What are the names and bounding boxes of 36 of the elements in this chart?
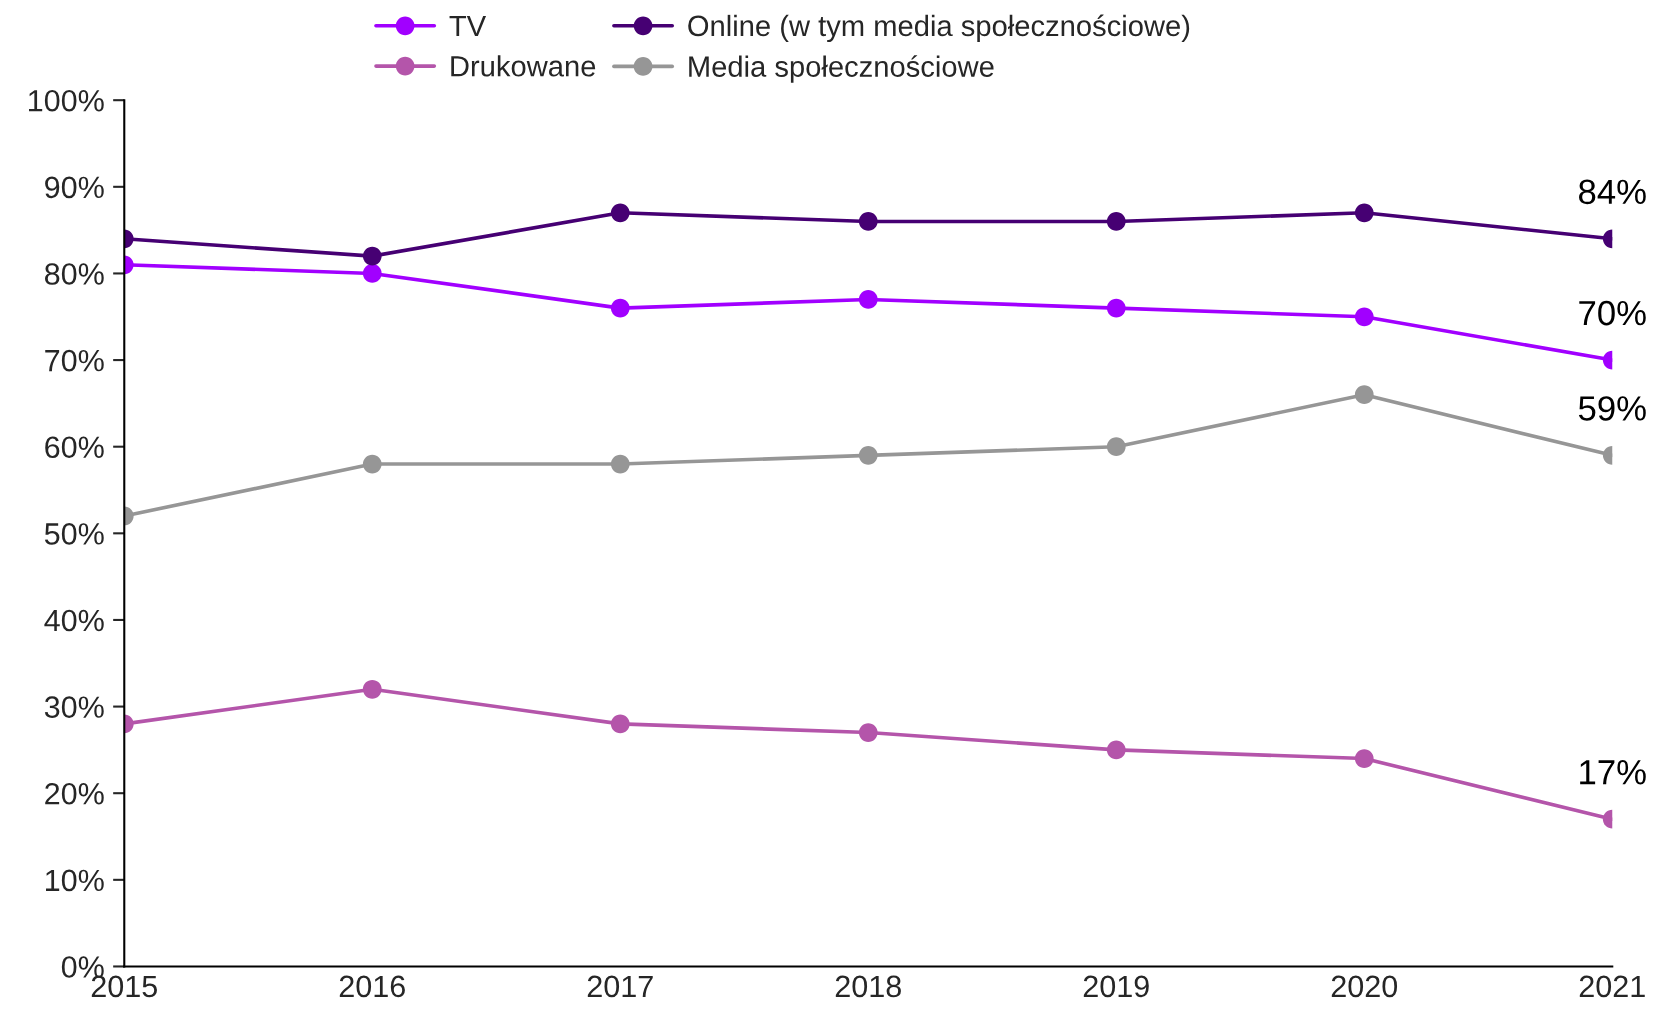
legend-label: Media społecznościowe xyxy=(689,55,994,83)
x-tick-label: 2018 xyxy=(835,975,901,998)
y-tick-label: 50% xyxy=(44,523,104,545)
y-tick-label: 20% xyxy=(45,782,104,805)
x-tick-label: 2016 xyxy=(339,975,405,998)
point xyxy=(1106,740,1126,760)
legend-label: TV xyxy=(449,15,487,36)
point xyxy=(858,723,878,742)
y-tick-label: 80% xyxy=(45,263,104,285)
point xyxy=(858,445,878,465)
legend-label: Online (w tym media społecznościowe) xyxy=(688,14,1190,43)
point xyxy=(1106,212,1126,231)
x-tick-label: 2017 xyxy=(587,975,653,998)
point xyxy=(610,298,630,318)
x-tick-label: 2019 xyxy=(1083,975,1149,998)
x-tick-label: 2020 xyxy=(1331,975,1398,998)
point xyxy=(1106,298,1126,318)
y-tick-label: 10% xyxy=(46,869,104,892)
y-tick-label: 90% xyxy=(45,176,104,199)
point xyxy=(858,212,878,231)
y-tick-label: 100% xyxy=(29,89,104,112)
y-tick-label: 70% xyxy=(45,349,104,372)
point xyxy=(858,290,878,309)
data-label: 17% xyxy=(1580,760,1646,785)
data-label: 70% xyxy=(1579,300,1646,326)
y-tick-label: 60% xyxy=(45,436,104,459)
point xyxy=(610,454,630,474)
legend-label: Drukowane xyxy=(451,55,596,77)
x-tick-label: 2021 xyxy=(1579,975,1645,998)
y-tick-label: 40% xyxy=(44,609,104,632)
y-tick-label: 30% xyxy=(44,696,104,718)
point xyxy=(610,714,630,734)
data-label: 59% xyxy=(1578,396,1646,421)
data-label: 84% xyxy=(1579,179,1646,205)
point xyxy=(1106,437,1126,457)
point xyxy=(610,203,630,223)
